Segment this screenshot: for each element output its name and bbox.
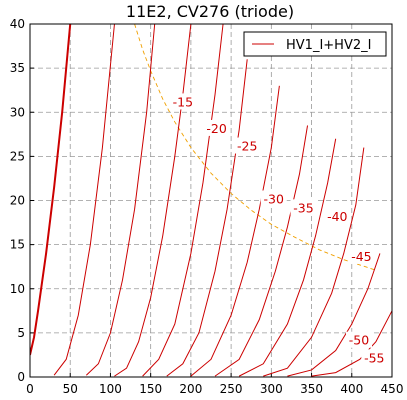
legend-label: HV1_I+HV2_I xyxy=(286,38,371,53)
curve-label-bg xyxy=(260,190,287,207)
x-tick-label: 400 xyxy=(340,382,363,396)
y-tick-label: 30 xyxy=(10,105,25,119)
curve-labels: -15 -20 -25 -30 -35 -40 -45 -50 -55 xyxy=(169,93,388,366)
curve-label-bg xyxy=(361,349,388,366)
curve-label-bg xyxy=(324,208,351,225)
plot-frame xyxy=(29,23,393,378)
plate-curve xyxy=(287,253,381,377)
plate-curve xyxy=(263,147,365,377)
plate-curve xyxy=(214,125,309,377)
y-tick-label: 5 xyxy=(17,326,25,340)
curve-label: -25 xyxy=(237,139,257,154)
max-dissipation-curve xyxy=(134,24,377,271)
y-tick-label: 35 xyxy=(10,61,25,75)
x-tick-label: 350 xyxy=(300,382,323,396)
curve-label: -45 xyxy=(351,249,371,264)
y-tick-label: 40 xyxy=(10,17,25,31)
plate-curve xyxy=(238,138,337,377)
x-tick-label: 200 xyxy=(179,382,202,396)
plate-curve xyxy=(142,24,224,377)
curve-label: -55 xyxy=(364,350,384,365)
plate-curve xyxy=(114,24,192,377)
x-tick-label: 50 xyxy=(63,382,78,396)
curve-label: -50 xyxy=(349,333,369,348)
plate-curves xyxy=(30,24,392,377)
plate-curve xyxy=(85,24,156,376)
curve-label-bg xyxy=(203,119,230,136)
x-tick-label: 0 xyxy=(26,382,34,396)
y-tick-label: 15 xyxy=(10,238,25,252)
curve-label-bg xyxy=(234,137,261,154)
y-tick-label: 0 xyxy=(17,370,25,384)
grid xyxy=(29,23,393,378)
curve-label-bg xyxy=(346,331,373,348)
legend: HV1_I+HV2_I xyxy=(243,31,387,57)
curve-label: -30 xyxy=(264,192,284,207)
x-tick-label: 250 xyxy=(220,382,243,396)
curve-label: -40 xyxy=(327,209,347,224)
y-tick-label: 25 xyxy=(10,149,25,163)
y-tick-label: 10 xyxy=(10,282,25,296)
curve-label: -20 xyxy=(206,121,226,136)
plate-curve xyxy=(53,24,115,376)
curve-label: -15 xyxy=(173,94,193,109)
plate-curve xyxy=(30,24,72,356)
chart-title: 11E2, CV276 (triode) xyxy=(126,2,294,21)
x-tick-label: 300 xyxy=(260,382,283,396)
plate-curve xyxy=(311,310,392,377)
plate-curve xyxy=(190,85,280,377)
y-tick-label: 20 xyxy=(10,194,25,208)
curve-label-bg xyxy=(169,93,196,110)
curve-label-bg xyxy=(290,199,317,216)
x-tick-label: 100 xyxy=(99,382,122,396)
x-tick-label: 150 xyxy=(139,382,162,396)
plate-curve xyxy=(166,59,248,377)
curve-label: -35 xyxy=(293,200,313,215)
curve-label-bg xyxy=(348,247,375,264)
x-axis-ticks: 0 50 100 150 200 250 300 350 400 450 xyxy=(26,373,403,396)
x-tick-label: 450 xyxy=(381,382,404,396)
